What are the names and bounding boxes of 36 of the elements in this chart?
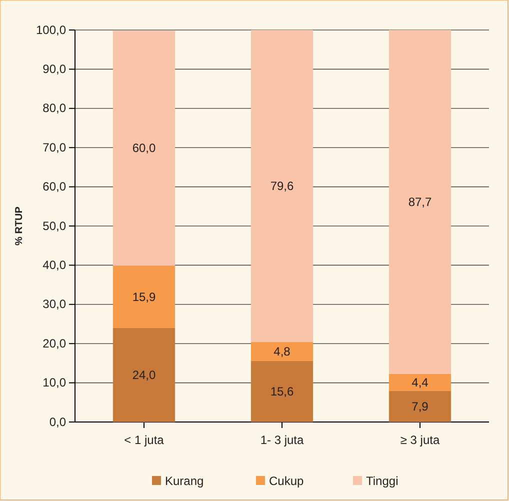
legend-label: Cukup	[269, 474, 304, 488]
data-label: 79,6	[270, 179, 294, 194]
legend-label: Kurang	[165, 474, 204, 488]
y-tick-label: 60,0	[42, 180, 66, 194]
data-label: 15,9	[132, 290, 156, 304]
y-tick-label: 90,0	[42, 62, 66, 76]
y-tick-label: 80,0	[42, 101, 66, 116]
y-tick-label: 50,0	[42, 218, 66, 233]
y-tick-label: 100,0	[36, 22, 66, 37]
bar	[250, 30, 314, 342]
bar	[388, 391, 452, 422]
x-tick-label: < 1 juta	[124, 433, 164, 448]
data-label: 4,8	[274, 344, 291, 358]
bar	[112, 266, 176, 328]
data-label: 87,7	[408, 194, 432, 209]
y-tick-label: 0,0	[49, 414, 66, 429]
data-label: 15,6	[270, 384, 294, 398]
x-tick-label: ≥ 3 juta	[400, 433, 440, 448]
data-label: 4,4	[412, 375, 429, 390]
y-tick-label: 20,0	[42, 336, 66, 350]
data-label: 60,0	[132, 140, 156, 155]
bar	[250, 342, 314, 361]
bar	[388, 374, 452, 392]
data-label: 24,0	[132, 368, 156, 382]
y-tick-label: 10,0	[42, 376, 66, 390]
bar	[250, 360, 314, 422]
data-label: 7,9	[412, 400, 429, 414]
y-tick-label: 30,0	[42, 297, 66, 312]
x-tick-label: 1- 3 juta	[260, 433, 304, 448]
bar	[388, 30, 452, 374]
y-axis-title: % RTUP	[14, 206, 25, 246]
bar	[112, 30, 176, 266]
legend-label: Tinggi	[366, 474, 398, 488]
bar	[112, 328, 176, 422]
y-tick-label: 40,0	[42, 258, 66, 272]
y-tick-label: 70,0	[42, 140, 66, 154]
